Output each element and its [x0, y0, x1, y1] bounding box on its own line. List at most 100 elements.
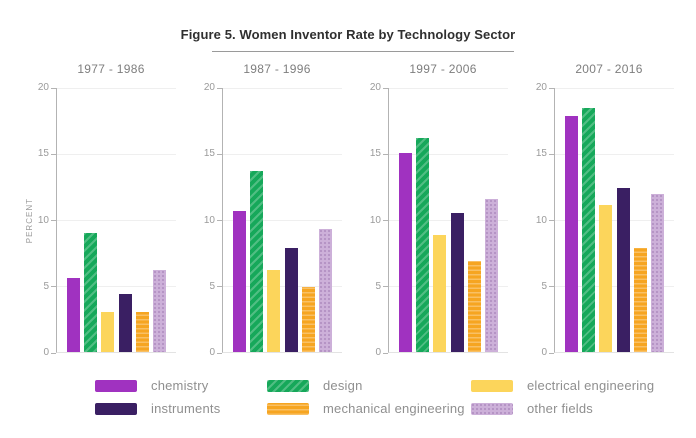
y-axis-label: PERCENT — [24, 197, 34, 244]
bar-instruments — [118, 293, 132, 352]
legend-swatch-instruments — [95, 402, 137, 415]
legend-swatch-design — [267, 379, 309, 392]
bars-group — [67, 88, 166, 352]
gridline — [389, 88, 508, 89]
chart-area: 0 5 10 15 20 — [188, 82, 354, 358]
bar-mechanical-engineering — [467, 260, 481, 352]
gridline — [389, 286, 508, 287]
chart-legend: chemistry design electrical engineering ins… — [95, 374, 696, 420]
bar-design — [582, 107, 596, 352]
bar-electrical-engineering — [599, 205, 613, 352]
chart-area: 0 5 10 15 20 — [354, 82, 520, 358]
y-tick-label: 5 — [541, 280, 547, 292]
plot-area — [222, 88, 342, 353]
legend-item-instruments: instruments — [95, 401, 267, 416]
y-axis-label-column — [354, 88, 368, 353]
chart-panel: 1987 - 1996 0 5 10 15 20 — [188, 62, 354, 358]
y-tick-mark — [383, 352, 388, 354]
gridline — [57, 220, 176, 221]
chart-panel: 1977 - 1986 PERCENT 0 5 10 15 20 — [22, 62, 188, 358]
gridline — [389, 220, 508, 221]
legend-label: instruments — [151, 401, 221, 416]
y-axis-label-column — [520, 88, 534, 353]
y-tick-label: 20 — [369, 81, 381, 93]
y-tick-label: 15 — [369, 148, 381, 160]
y-tick-label: 20 — [535, 81, 547, 93]
bar-chemistry — [399, 152, 412, 352]
y-axis-label-column: PERCENT — [22, 88, 36, 353]
gridline — [223, 286, 342, 287]
plot-area — [554, 88, 674, 353]
legend-swatch-electrical-engineering — [471, 379, 513, 392]
gridline — [389, 154, 508, 155]
chart-area: 0 5 10 15 20 — [520, 82, 686, 358]
legend-label: other fields — [527, 401, 593, 416]
y-tick-label: 15 — [535, 148, 547, 160]
figure-title: Figure 5. Women Inventor Rate by Technol… — [180, 27, 516, 42]
y-tick-mark — [383, 153, 388, 155]
bar-chemistry — [67, 278, 80, 352]
legend-label: electrical engineering — [527, 378, 655, 393]
y-tick-mark — [383, 220, 388, 221]
gridline — [223, 88, 342, 89]
y-axis-ticks: 0 5 10 15 20 — [202, 82, 222, 358]
y-tick-mark — [383, 286, 388, 288]
legend-item-other-fields: other fields — [471, 401, 691, 416]
bar-mechanical-engineering — [301, 287, 315, 352]
gridline — [223, 220, 342, 221]
y-tick-mark — [549, 87, 554, 89]
bar-design — [416, 138, 430, 352]
y-tick-mark — [51, 352, 56, 354]
y-tick-label: 20 — [37, 81, 49, 93]
legend-label: chemistry — [151, 378, 209, 393]
legend-label: design — [323, 378, 363, 393]
y-tick-label: 0 — [43, 346, 49, 358]
y-tick-label: 10 — [37, 214, 49, 226]
bars-group — [233, 88, 332, 352]
y-tick-label: 0 — [541, 346, 547, 358]
bar-design — [250, 171, 264, 352]
gridline — [555, 88, 674, 89]
y-tick-mark — [383, 87, 388, 89]
y-tick-mark — [51, 220, 56, 221]
y-axis-ticks: 0 5 10 15 20 — [36, 82, 56, 358]
y-tick-mark — [217, 153, 222, 155]
panel-title: 1977 - 1986 — [77, 62, 145, 76]
y-tick-label: 20 — [203, 81, 215, 93]
bar-other-fields — [650, 193, 664, 352]
y-axis-ticks: 0 5 10 15 20 — [368, 82, 388, 358]
y-tick-label: 10 — [203, 214, 215, 226]
bar-electrical-engineering — [101, 312, 115, 352]
gridline — [555, 220, 674, 221]
y-tick-mark — [549, 220, 554, 221]
y-tick-mark — [51, 153, 56, 155]
y-axis-label-column — [188, 88, 202, 353]
panel-title: 1997 - 2006 — [409, 62, 477, 76]
legend-label: mechanical engineering — [323, 401, 465, 416]
legend-item-design: design — [267, 378, 471, 393]
panel-title: 1987 - 1996 — [243, 62, 311, 76]
y-tick-mark — [217, 220, 222, 221]
legend-swatch-chemistry — [95, 379, 137, 392]
y-tick-label: 10 — [369, 214, 381, 226]
y-tick-label: 15 — [203, 148, 215, 160]
y-tick-mark — [217, 352, 222, 354]
y-tick-mark — [549, 153, 554, 155]
chart-area: PERCENT 0 5 10 15 20 — [22, 82, 188, 358]
title-underline — [212, 51, 514, 52]
legend-swatch-mechanical-engineering — [267, 402, 309, 415]
chart-panel: 1997 - 2006 0 5 10 15 20 — [354, 62, 520, 358]
gridline — [57, 154, 176, 155]
legend-item-electrical-engineering: electrical engineering — [471, 378, 691, 393]
y-tick-label: 0 — [375, 346, 381, 358]
chart-panels: 1977 - 1986 PERCENT 0 5 10 15 20 1987 - 1996 0 5 1… — [0, 62, 696, 358]
plot-area — [56, 88, 176, 353]
y-tick-mark — [51, 87, 56, 89]
y-tick-label: 5 — [43, 280, 49, 292]
bar-design — [84, 233, 98, 352]
legend-item-mechanical-engineering: mechanical engineering — [267, 401, 471, 416]
legend-swatch-other-fields — [471, 402, 513, 415]
bar-chemistry — [565, 115, 578, 352]
y-tick-mark — [51, 286, 56, 288]
bars-group — [399, 88, 498, 352]
